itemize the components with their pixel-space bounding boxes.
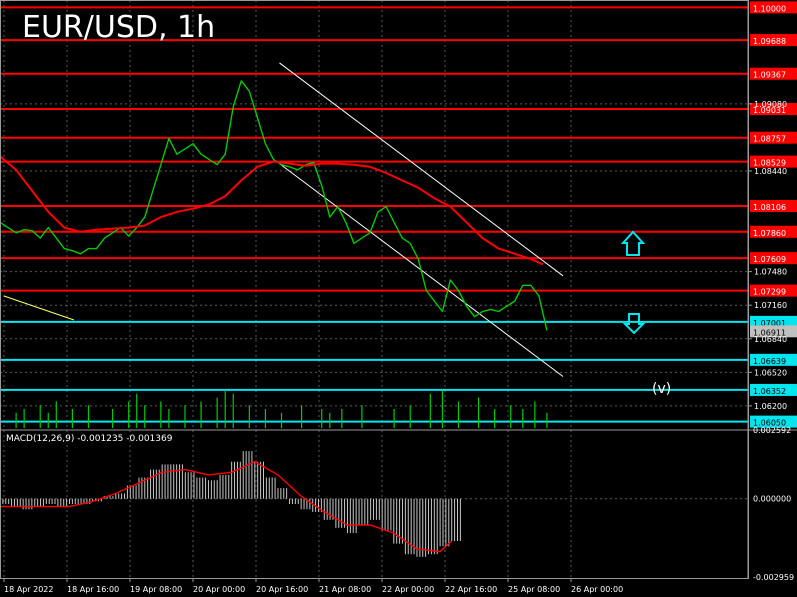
support-level-tag-text: 1.06639 [753,357,786,366]
trend-line [3,295,75,321]
chart-title: EUR/USD, 1h [22,10,216,45]
x-tick-label: 25 Apr 08:00 [508,585,560,594]
resistance-level-tag [750,67,797,80]
volume-bars [15,390,548,428]
y-tick-label: 1.09080 [754,100,787,109]
support-level-tag [750,315,797,328]
support-level-tag [750,415,797,428]
x-tick-label: 21 Apr 08:00 [319,585,371,594]
resistance-level-tag [750,284,797,297]
y-tick-label: 1.06840 [754,335,787,344]
resistance-level-tag [750,1,797,14]
macd-tick-label: -0.002959 [753,573,794,582]
x-tick-label: 22 Apr 16:00 [445,585,497,594]
resistance-level-tag-text: 1.09031 [753,106,786,115]
resistance-level-tag [750,34,797,47]
macd-tick-label: 0.002592 [753,426,791,435]
y-tick-label: 1.06200 [754,402,787,411]
resistance-level-tag-text: 1.10000 [753,4,786,13]
price-grid [0,0,748,578]
y-tick-label: 1.08440 [754,167,787,176]
channel-upper [279,62,564,277]
horizontal-levels: 1.10000 1.09688 1.09367 1.09031 1.08757 1.085… [0,1,797,428]
support-level-tag [750,383,797,396]
moving-average-line [0,155,544,266]
y-tick-label: 1.07160 [754,301,787,310]
price-line [0,80,548,331]
price-series [0,80,548,331]
x-tick-label: 19 Apr 08:00 [130,585,182,594]
resistance-level-tag [750,252,797,265]
wave-label: (v) [652,381,672,397]
support-level-tag [750,353,797,366]
current-price-tag [750,325,797,338]
current-price-text: 1.06911 [753,328,786,337]
x-tick-label: 18 Apr 16:00 [67,585,119,594]
y-tick-label: 1.06520 [754,368,787,377]
resistance-level-tag-text: 1.09367 [753,71,786,80]
support-level-tag-text: 1.07001 [753,319,786,328]
x-tick-label: 20 Apr 00:00 [193,585,245,594]
resistance-level-tag [750,199,797,212]
x-tick-label: 20 Apr 16:00 [256,585,308,594]
resistance-level-tag-text: 1.07860 [753,229,786,238]
macd-label: MACD(12,26,9) -0.001235 -0.001369 [6,434,173,444]
resistance-level-tag [750,225,797,238]
y-tick-label: 1.07480 [754,268,787,277]
resistance-level-tag-text: 1.07609 [753,255,786,264]
plot-border [0,0,749,579]
x-tick-label: 26 Apr 00:00 [571,585,623,594]
resistance-level-tag [750,155,797,168]
support-level-tag-text: 1.06352 [753,387,786,396]
resistance-level-tag-text: 1.08106 [753,203,786,212]
x-tick-label: 22 Apr 00:00 [382,585,434,594]
signal-arrows [620,230,646,335]
macd-tick-label: 0.000000 [753,495,791,504]
resistance-level-tag-text: 1.07299 [753,288,786,297]
support-level-tag-text: 1.06050 [753,419,786,428]
x-tick-label: 18 Apr 2022 [4,585,53,594]
arrow-up-icon [620,230,646,256]
resistance-level-tag-text: 1.09688 [753,37,786,46]
macd-panel: 0.002592 0.000000 -0.002959 [0,426,797,582]
resistance-level-tag [750,102,797,115]
resistance-level-tag-text: 1.08529 [753,159,786,168]
resistance-level-tag-text: 1.08757 [753,135,786,144]
arrow-down-icon [622,313,646,335]
resistance-level-tag [750,131,797,144]
macd-signal-line [0,460,453,553]
